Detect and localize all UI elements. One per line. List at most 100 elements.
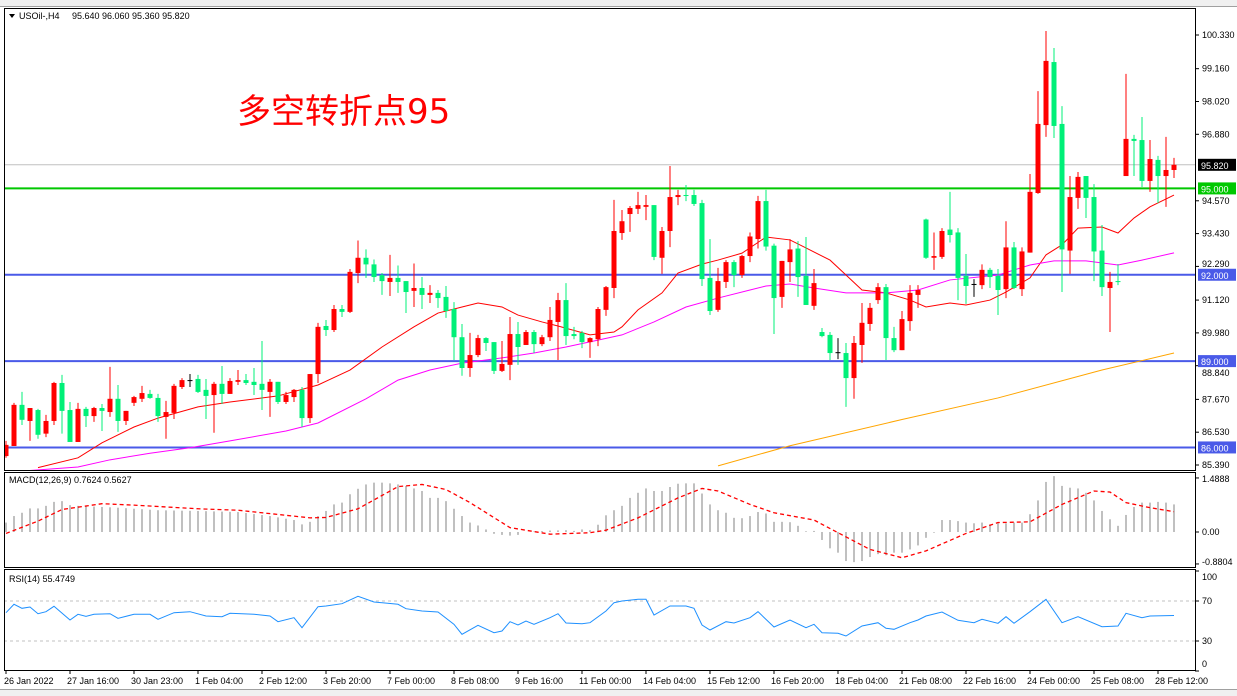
axes: 100.330 99.160 98.020 96.880 94.570 93.430 92.… [4, 30, 1236, 686]
candle-body [331, 309, 337, 331]
candle [531, 330, 537, 354]
moving-average-line-1 [37, 194, 1175, 469]
candle [163, 400, 169, 439]
price-tick-label: 96.880 [1202, 129, 1230, 139]
candle-body [611, 231, 617, 288]
candle [763, 189, 769, 251]
rsi-panel-frame [4, 569, 1196, 671]
window-bottom-bar [0, 689, 1237, 696]
candle [1059, 106, 1065, 293]
candle [675, 189, 681, 206]
level-price-box [1198, 441, 1236, 454]
price-tick-label: 86.530 [1202, 427, 1230, 437]
candle [243, 374, 249, 385]
price-tick-label: 89.980 [1202, 328, 1230, 338]
candle-body [899, 319, 905, 351]
candle [547, 306, 553, 341]
candle-body [667, 197, 673, 232]
level-price-label: 86.000 [1201, 443, 1229, 453]
candle-body [1011, 247, 1017, 288]
rsi-tick-label: 0 [1202, 659, 1207, 669]
macd-label: MACD(12,26,9) 0.7624 0.5627 [9, 475, 132, 485]
candle [1139, 117, 1145, 187]
candle-body [59, 382, 65, 411]
candle [1147, 140, 1153, 192]
candle-body [179, 380, 185, 388]
candle-body [347, 271, 353, 312]
candle [715, 267, 721, 312]
candle-body [659, 231, 665, 258]
time-tick-label: 24 Feb 00:00 [1027, 676, 1080, 686]
candle-body [1027, 191, 1033, 253]
candle [1107, 271, 1113, 333]
candle-body [195, 378, 201, 392]
candle-body [171, 385, 177, 413]
rsi-line [5, 595, 1175, 637]
candle [1027, 174, 1033, 253]
candle-body [451, 309, 457, 338]
candle [827, 332, 833, 360]
candle-body [491, 342, 497, 371]
candle [43, 414, 49, 438]
candle [1067, 176, 1073, 274]
candle-body [83, 408, 89, 417]
candle-body [1059, 123, 1065, 250]
candle [939, 228, 945, 259]
candle [571, 326, 577, 340]
candle [395, 265, 401, 293]
annotation-text: 多空转折点95 [237, 92, 451, 132]
time-tick-label: 14 Feb 04:00 [643, 676, 696, 686]
candle [491, 342, 497, 375]
time-tick-label: 22 Feb 16:00 [963, 676, 1016, 686]
candle-body [419, 287, 425, 295]
level-price-label: 95.000 [1201, 184, 1229, 194]
candle-body [115, 398, 121, 421]
candle-body [683, 195, 689, 197]
candle [595, 306, 601, 347]
time-tick-label: 1 Feb 04:00 [195, 676, 243, 686]
chart-header[interactable]: USOil-,H4 95.640 96.060 95.360 95.820 [9, 11, 190, 21]
candle-body [227, 380, 233, 394]
candle [443, 285, 449, 318]
candle-body [883, 287, 889, 339]
candle [1099, 224, 1105, 297]
candle-body [147, 393, 153, 398]
candle-body [499, 363, 505, 371]
candle-body [339, 309, 345, 312]
candle-body [5, 444, 9, 457]
candle [971, 279, 977, 297]
candle [459, 323, 465, 376]
candle-body [1163, 169, 1169, 177]
current-price-label: 95.820 [1201, 161, 1229, 171]
candle-body [299, 389, 305, 419]
candle [171, 383, 177, 419]
candle-body [1147, 159, 1153, 181]
candle-body [867, 307, 873, 324]
level-price-box [1198, 355, 1236, 368]
candle [5, 440, 9, 458]
candle-body [107, 398, 113, 413]
candle [771, 243, 777, 335]
candle-body [619, 221, 625, 234]
candle-body [739, 256, 745, 276]
candle [931, 232, 937, 270]
candle-body [1083, 176, 1089, 198]
candle [235, 370, 241, 385]
candle [1163, 136, 1169, 207]
candle [1091, 184, 1097, 282]
candle [867, 302, 873, 331]
time-tick-label: 27 Jan 16:00 [67, 676, 119, 686]
candle [851, 336, 857, 399]
candle [139, 385, 145, 402]
time-tick-label: 15 Feb 12:00 [707, 676, 760, 686]
candle [155, 393, 161, 422]
candle [299, 387, 305, 428]
candle-body [1171, 164, 1177, 170]
candle-body [747, 236, 753, 257]
price-tick-label: 85.390 [1202, 460, 1230, 470]
candle [35, 408, 41, 439]
triangle-down-icon[interactable] [9, 14, 15, 18]
candle [963, 254, 969, 304]
candle-body [1155, 159, 1161, 177]
